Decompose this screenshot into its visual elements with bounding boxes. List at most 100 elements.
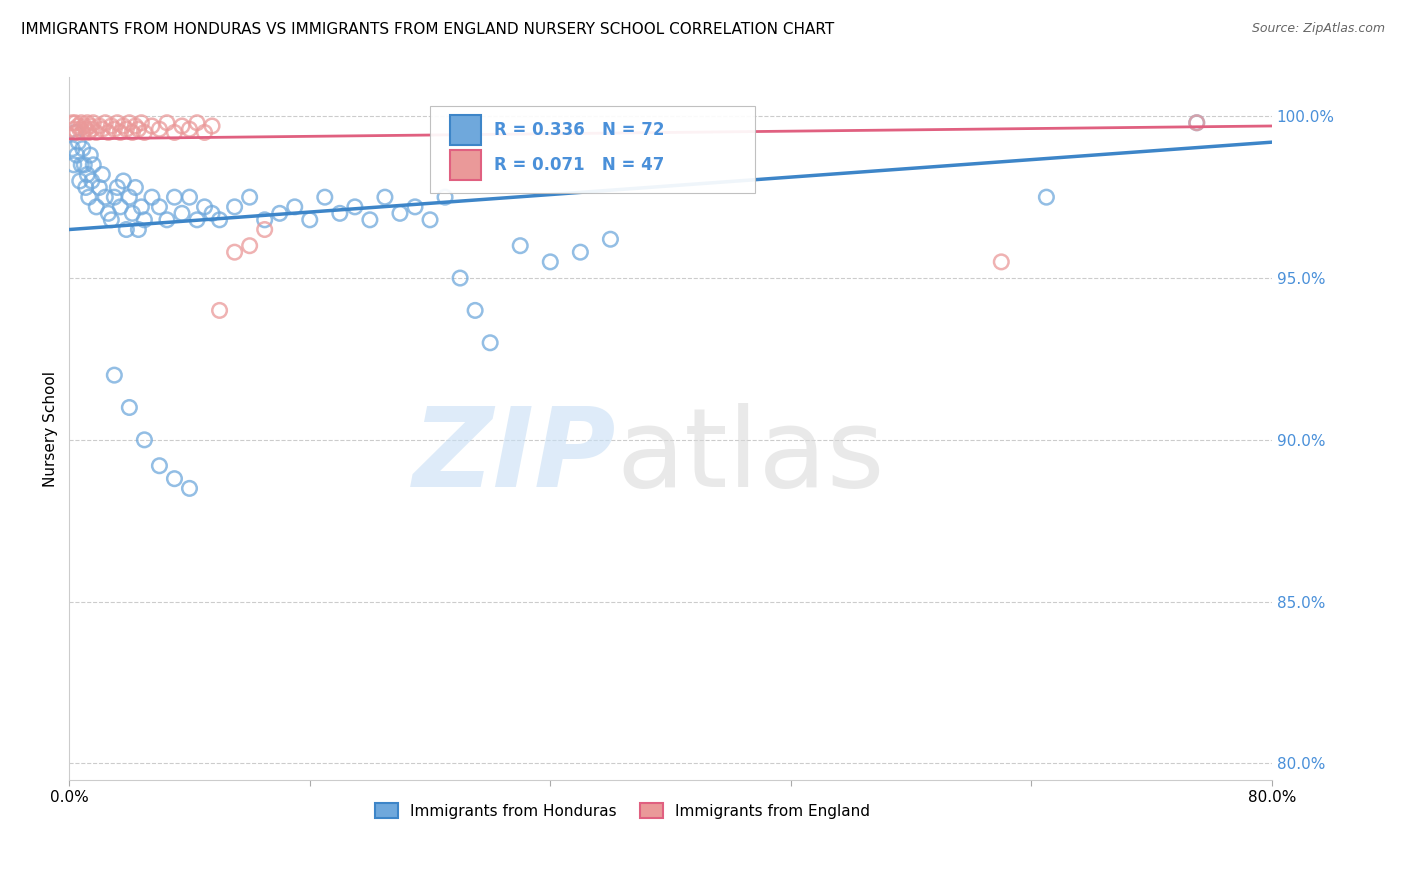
Point: [118, 116, 141, 130]
FancyBboxPatch shape: [450, 151, 481, 180]
Point: [89, 180, 111, 194]
Point: [65, 125, 87, 139]
Point: [112, 119, 135, 133]
Point: [110, 125, 132, 139]
Point: [1185, 116, 1208, 130]
Text: R = 0.336   N = 72: R = 0.336 N = 72: [494, 121, 664, 139]
Point: [97, 125, 120, 139]
Point: [67, 135, 90, 149]
Point: [239, 238, 262, 252]
Point: [62, 122, 84, 136]
Point: [374, 190, 396, 204]
Text: Source: ZipAtlas.com: Source: ZipAtlas.com: [1251, 22, 1385, 36]
Point: [77, 125, 100, 139]
Point: [73, 119, 96, 133]
Text: R = 0.071   N = 47: R = 0.071 N = 47: [494, 156, 664, 174]
Point: [82, 116, 104, 130]
Text: atlas: atlas: [616, 403, 884, 510]
Legend: Immigrants from Honduras, Immigrants from England: Immigrants from Honduras, Immigrants fro…: [368, 797, 876, 824]
Point: [148, 122, 170, 136]
Point: [103, 122, 125, 136]
Point: [89, 119, 111, 133]
Point: [141, 119, 163, 133]
Point: [76, 116, 98, 130]
Point: [179, 482, 201, 496]
Point: [148, 200, 170, 214]
Point: [84, 200, 107, 214]
Point: [82, 158, 104, 172]
Point: [77, 190, 100, 204]
Point: [131, 200, 153, 214]
Point: [124, 119, 146, 133]
FancyBboxPatch shape: [430, 105, 755, 194]
Point: [224, 200, 246, 214]
Point: [79, 148, 101, 162]
Point: [479, 335, 502, 350]
Point: [66, 148, 89, 162]
Point: [127, 122, 149, 136]
Y-axis label: Nursery School: Nursery School: [44, 370, 58, 486]
Point: [76, 168, 98, 182]
Point: [80, 174, 103, 188]
Point: [72, 142, 94, 156]
Point: [60, 116, 83, 130]
Point: [62, 158, 84, 172]
Point: [170, 206, 193, 220]
Point: [80, 122, 103, 136]
Point: [179, 122, 201, 136]
Point: [75, 180, 97, 194]
Point: [84, 125, 107, 139]
Point: [284, 200, 307, 214]
Point: [224, 245, 246, 260]
Point: [193, 200, 215, 214]
Text: ZIP: ZIP: [413, 403, 616, 510]
Point: [91, 122, 114, 136]
Point: [97, 206, 120, 220]
Point: [100, 119, 122, 133]
Point: [201, 119, 224, 133]
Point: [124, 180, 146, 194]
Point: [131, 116, 153, 130]
Point: [100, 212, 122, 227]
Point: [105, 180, 128, 194]
Point: [208, 303, 231, 318]
Point: [163, 472, 186, 486]
Point: [75, 122, 97, 136]
Point: [538, 255, 561, 269]
Point: [103, 368, 125, 383]
Point: [156, 116, 179, 130]
Point: [359, 212, 381, 227]
Point: [1035, 190, 1057, 204]
Point: [94, 190, 117, 204]
Text: IMMIGRANTS FROM HONDURAS VS IMMIGRANTS FROM ENGLAND NURSERY SCHOOL CORRELATION C: IMMIGRANTS FROM HONDURAS VS IMMIGRANTS F…: [21, 22, 834, 37]
Point: [141, 190, 163, 204]
Point: [156, 212, 179, 227]
Point: [105, 116, 128, 130]
Point: [67, 119, 90, 133]
Point: [70, 116, 93, 130]
Point: [404, 200, 426, 214]
Point: [314, 190, 336, 204]
Point: [599, 232, 621, 246]
Point: [73, 158, 96, 172]
Point: [110, 200, 132, 214]
Point: [208, 212, 231, 227]
Point: [509, 238, 531, 252]
Point: [115, 122, 138, 136]
Point: [343, 200, 366, 214]
Point: [118, 190, 141, 204]
FancyBboxPatch shape: [450, 115, 481, 145]
Point: [148, 458, 170, 473]
Point: [388, 206, 411, 220]
Point: [990, 255, 1012, 269]
Point: [134, 212, 156, 227]
Point: [60, 142, 83, 156]
Point: [163, 125, 186, 139]
Point: [329, 206, 352, 220]
Point: [186, 116, 208, 130]
Point: [1185, 116, 1208, 130]
Point: [253, 222, 276, 236]
Point: [239, 190, 262, 204]
Point: [115, 222, 138, 236]
Point: [69, 122, 91, 136]
